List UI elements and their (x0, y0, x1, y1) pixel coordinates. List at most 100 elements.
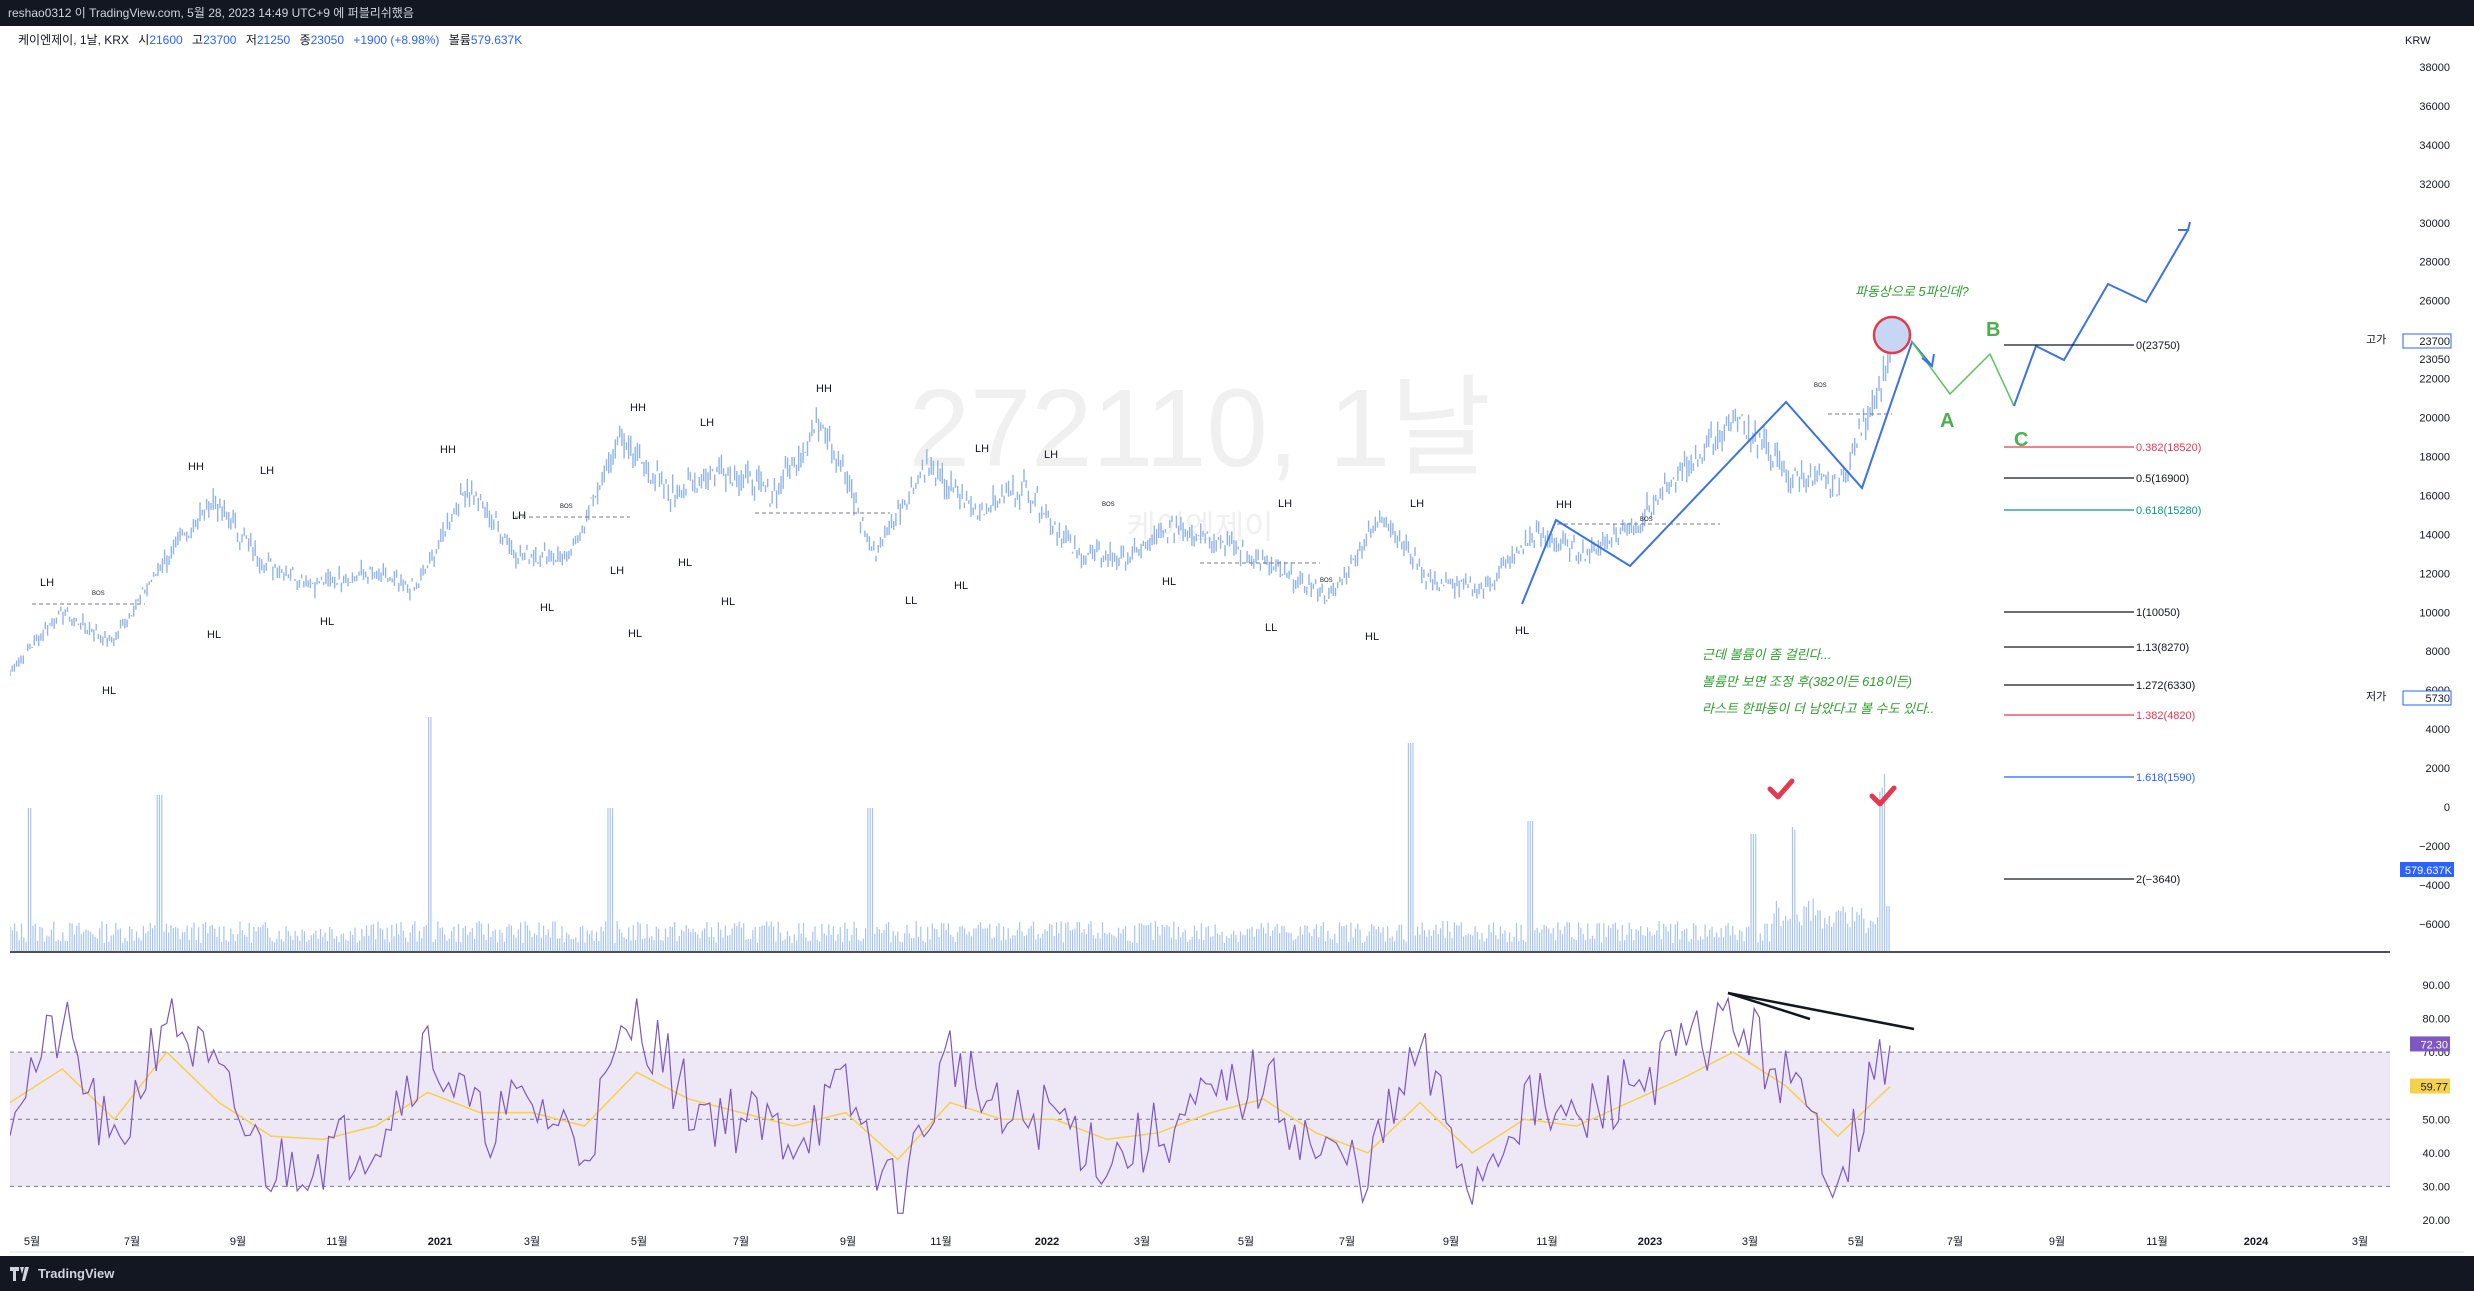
price-tick: 28000 (2419, 257, 2450, 269)
fib-level-label: 2(−3640) (2136, 874, 2180, 886)
time-tick: 3월 (2352, 1235, 2368, 1248)
tradingview-logo[interactable]: TradingView (10, 1256, 114, 1291)
watermark: 272110, 1날 (909, 367, 1491, 490)
brand-label: TradingView (38, 1266, 115, 1281)
time-tick: 7월 (733, 1235, 749, 1248)
projection-line (2013, 229, 2189, 407)
symbol-legend[interactable]: 케이엔제이, 1날, KRX 시21600 고23700 저21250 종230… (18, 33, 522, 47)
time-tick: 11월 (326, 1235, 348, 1248)
structure-label: HL (721, 596, 735, 608)
time-tick: 9월 (840, 1235, 856, 1248)
price-tick: 26000 (2419, 296, 2450, 308)
rsi-band (10, 1052, 2390, 1187)
structure-label: LL (1265, 622, 1277, 634)
volume-check-mark[interactable] (1869, 785, 1897, 807)
abc-correction (1911, 341, 2015, 407)
legend-open: 21600 (149, 33, 183, 47)
price-tick: 20000 (2419, 413, 2450, 425)
rsi-pane[interactable] (10, 996, 2390, 1214)
time-tick: 3월 (1742, 1235, 1758, 1248)
structure-label: HL (102, 685, 116, 697)
structure-label: LH (1278, 498, 1292, 510)
legend-symbol: 케이엔제이, 1날, KRX (18, 33, 129, 47)
price-tick: 30000 (2419, 218, 2450, 230)
price-pane[interactable] (10, 348, 1891, 677)
structure-label: HH (816, 383, 832, 395)
price-tick: 16000 (2419, 490, 2450, 502)
low-tag (2402, 690, 2452, 706)
time-tick: 2024 (2244, 1236, 2269, 1248)
price-tick: −2000 (2419, 841, 2450, 853)
structure-label: BOS (1640, 517, 1653, 523)
rsi-tick: 50.00 (2422, 1114, 2450, 1126)
structure-label: HL (678, 557, 692, 569)
rsi-axis[interactable]: 90.0080.0070.0060.0050.0040.0030.0020.00… (2410, 980, 2450, 1227)
legend-low: 21250 (257, 33, 291, 47)
structure-label: BOS (1814, 383, 1827, 389)
rsi-ma-value: 59.77 (2420, 1081, 2448, 1093)
structure-label: LH (260, 465, 274, 477)
high-tag-value: 23700 (2419, 336, 2450, 348)
structure-label: HL (207, 629, 221, 641)
price-tick: 4000 (2426, 724, 2450, 736)
legend-high-label: 고 (192, 33, 203, 47)
price-tick: 22000 (2419, 374, 2450, 386)
note-line-3[interactable]: 라스트 한파동이 더 남았다고 볼 수도 있다.. (1702, 701, 1934, 716)
arrow-head-icon (1921, 353, 1935, 368)
price-tick: 0 (2444, 802, 2450, 814)
time-tick: 2023 (1638, 1236, 1662, 1248)
structure-label: HH (188, 461, 204, 473)
fib-level-label: 1.382(4820) (2136, 710, 2195, 722)
rsi-tick: 20.00 (2422, 1215, 2450, 1227)
price-tick: 14000 (2419, 529, 2450, 541)
rsi-line (10, 996, 1891, 1214)
price-tick: 38000 (2419, 62, 2450, 74)
tradingview-icon (10, 1266, 29, 1281)
legend-open-label: 시 (138, 33, 149, 47)
wave-note[interactable]: 파동상으로 5파인데? (1855, 284, 1970, 299)
volume-tag-value: 579.637K (2405, 865, 2453, 877)
structure-label: LH (1044, 449, 1058, 461)
volume-check-mark[interactable] (1767, 778, 1795, 800)
time-tick: 5월 (24, 1235, 40, 1248)
time-tick: 5월 (1848, 1235, 1864, 1248)
note-line-1[interactable]: 근데 볼륨이 좀 걸린다... (1702, 647, 1831, 662)
time-tick: 7월 (1947, 1235, 1963, 1248)
wave-label-c[interactable]: C (2014, 429, 2028, 451)
wave-label-b[interactable]: B (1986, 319, 2000, 341)
time-tick: 9월 (2049, 1235, 2065, 1248)
structure-label: LH (975, 443, 989, 455)
currency-label: KRW (2405, 35, 2431, 47)
time-tick: 11월 (2146, 1235, 2168, 1248)
rsi-value-tag (2410, 1036, 2450, 1052)
wave-label-a[interactable]: A (1940, 410, 1954, 432)
structure-label: HH (440, 444, 456, 456)
note-line-2[interactable]: 볼륨만 보면 조정 후(382이든 618이든) (1702, 674, 1912, 689)
low-tag-value: 5730 (2426, 693, 2450, 705)
top-highlight-circle[interactable] (1872, 315, 1912, 355)
wave-drawing[interactable] (1521, 221, 2191, 1031)
legend-high: 23700 (203, 33, 237, 47)
price-tick: 8000 (2426, 646, 2450, 658)
legend-volume: 579.637K (471, 33, 522, 47)
time-tick: 7월 (1339, 1235, 1355, 1248)
price-axis[interactable]: KRW3800036000340003200030000280002600024… (2366, 35, 2454, 931)
structure-label: HH (630, 402, 646, 414)
structure-label: LL (905, 595, 917, 607)
chart-canvas[interactable]: 272110, 1날 케이엔제이 케이엔제이, 1날, KRX 시21600 고… (10, 26, 2464, 1256)
volume-series (10, 717, 1890, 951)
price-tick: 12000 (2419, 568, 2450, 580)
structure-label: HL (1365, 631, 1379, 643)
fib-level-label: 0.618(15280) (2136, 505, 2201, 517)
legend-volume-label: 볼륨 (449, 33, 471, 47)
price-tick: 2000 (2426, 763, 2450, 775)
time-axis[interactable]: 5월 7월 9월 11월 2021 3월 5월 7월 9월 11월 2022 3월 5월 7월 9월 11월 2… (24, 1235, 2368, 1248)
structure-label: BOS (1102, 502, 1115, 508)
fib-level-label: 1.272(6330) (2136, 680, 2195, 692)
fibonacci-levels[interactable]: 0(23750) 0.382(18520) 0.5(16900) 0.618(1528… (2004, 340, 2201, 886)
structure-label: HL (954, 580, 968, 592)
last-price: 23050 (2419, 354, 2450, 366)
price-tick: 10000 (2419, 607, 2450, 619)
bottom-bar: TradingView (0, 1256, 2474, 1291)
structure-label: HH (1556, 499, 1572, 511)
